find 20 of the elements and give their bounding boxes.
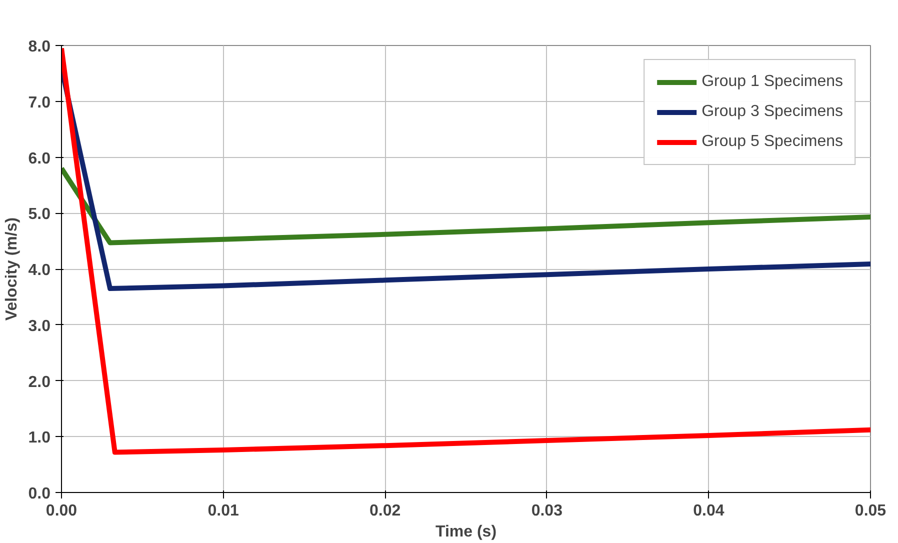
- y-tick-label: 3.0: [28, 318, 51, 335]
- x-tick-label: 0.04: [693, 502, 724, 520]
- x-tick-label: 0.02: [370, 502, 401, 520]
- x-tick-label: 0.05: [854, 502, 886, 520]
- y-tick-label: 8.0: [28, 38, 51, 56]
- legend-label: Group 3 Specimens: [702, 103, 843, 121]
- y-tick-label: 5.0: [28, 206, 51, 224]
- x-tick-label: 0.01: [208, 502, 239, 520]
- legend-label: Group 1 Specimens: [702, 73, 843, 91]
- y-tick-label: 4.0: [28, 262, 51, 279]
- y-tick-label: 7.0: [28, 94, 51, 112]
- y-axis-title: Velocity (m/s): [3, 217, 20, 321]
- legend-label: Group 5 Specimens: [702, 133, 843, 151]
- x-tick-label: 0.03: [531, 502, 563, 520]
- y-tick-label: 2.0: [28, 374, 51, 391]
- y-tick-label: 1.0: [28, 430, 51, 447]
- y-tick-label: 6.0: [28, 150, 51, 168]
- x-tick-label: 0.00: [46, 502, 78, 520]
- y-tick-label: 0.0: [28, 486, 51, 502]
- x-axis-title: Time (s): [435, 524, 497, 540]
